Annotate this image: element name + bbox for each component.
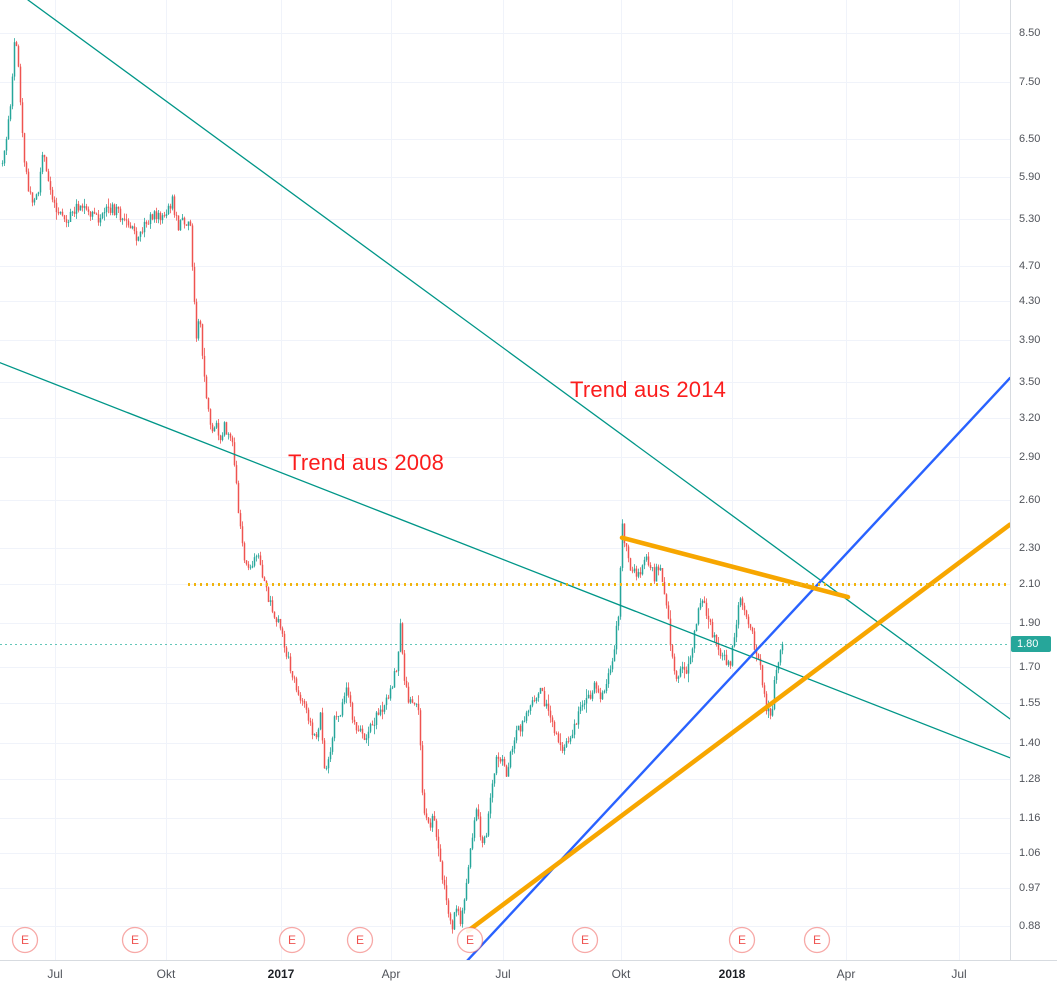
earnings-marker-label: E <box>131 933 139 947</box>
earnings-marker[interactable]: E <box>278 926 306 954</box>
price-tick-label: 2.10 <box>1019 577 1041 590</box>
trendline-2008[interactable] <box>0 362 1010 759</box>
earnings-marker-label: E <box>813 933 821 947</box>
time-tick-label: Apr <box>381 967 401 981</box>
price-tick-label: 7.50 <box>1019 76 1041 89</box>
time-tick-label: Jul <box>951 967 967 981</box>
earnings-marker-label: E <box>466 933 474 947</box>
price-tick-label: 1.40 <box>1019 737 1041 750</box>
grid-layer <box>0 0 1010 960</box>
time-tick-label: Jul <box>47 967 63 981</box>
uptrend-blue[interactable] <box>443 376 1010 960</box>
earnings-marker-label: E <box>581 933 589 947</box>
earnings-marker-label: E <box>288 933 296 947</box>
price-tick-label: 2.60 <box>1019 493 1041 506</box>
price-tick-label: 6.50 <box>1019 132 1041 145</box>
earnings-marker[interactable]: E <box>571 926 599 954</box>
price-tick-label: 8.50 <box>1019 26 1041 39</box>
price-tick-label: 3.20 <box>1019 411 1041 424</box>
uptrend-yellow[interactable] <box>465 522 1010 934</box>
price-tick-label: 1.55 <box>1019 697 1041 710</box>
time-tick-label: Okt <box>611 967 631 981</box>
price-tick-label: 0.97 <box>1019 882 1041 894</box>
time-tick-label: Apr <box>836 967 856 981</box>
price-tick-label: 2.30 <box>1019 541 1041 554</box>
price-tick-label: 5.90 <box>1019 170 1041 183</box>
price-tick-label: 1.06 <box>1019 847 1041 860</box>
price-tick-label: 1.90 <box>1019 617 1041 630</box>
candles-layer <box>1 38 784 934</box>
trendline-2014[interactable] <box>27 0 1010 720</box>
price-tick-label: 2.90 <box>1019 450 1041 463</box>
price-tick-label: 4.70 <box>1019 260 1041 273</box>
earnings-marker[interactable]: E <box>11 926 39 954</box>
earnings-marker[interactable]: E <box>346 926 374 954</box>
plot-area[interactable]: E E E E E E E E Trend aus 2014 Trend aus 2008 <box>0 0 1010 960</box>
time-tick-label: Okt <box>156 967 176 981</box>
price-axis[interactable]: 1.80 8.50 7.50 6.50 5.90 5.30 4.70 4.30 3.90 3.5… <box>1010 0 1057 960</box>
time-tick-label: Jul <box>495 967 511 981</box>
price-tick-label: 3.50 <box>1019 376 1041 389</box>
price-tick-label: 1.16 <box>1019 811 1041 824</box>
time-tick-label: 2018 <box>718 967 746 981</box>
earnings-marker[interactable]: E <box>803 926 831 954</box>
earnings-marker[interactable]: E <box>456 926 484 954</box>
price-tick-label: 3.90 <box>1019 333 1041 346</box>
time-axis[interactable]: Jul Okt 2017 Apr Jul Okt 2018 Apr Jul <box>0 960 1057 987</box>
price-tick-label: 5.30 <box>1019 212 1041 225</box>
price-tick-label: 0.88 <box>1019 920 1041 933</box>
earnings-marker[interactable]: E <box>121 926 149 954</box>
earnings-marker[interactable]: E <box>728 926 756 954</box>
annotation-label[interactable]: Trend aus 2014 <box>570 377 727 402</box>
earnings-marker-label: E <box>21 933 29 947</box>
earnings-marker-label: E <box>356 933 364 947</box>
last-price-badge: 1.80 <box>1011 636 1051 653</box>
downtrend-yellow[interactable] <box>619 535 851 600</box>
price-tick-label: 4.30 <box>1019 295 1041 308</box>
time-tick-label: 2017 <box>267 967 295 981</box>
annotation-label[interactable]: Trend aus 2008 <box>288 450 445 475</box>
price-tick-label: 1.28 <box>1019 772 1041 785</box>
price-tick-label: 1.70 <box>1019 660 1041 673</box>
earnings-marker-label: E <box>738 933 746 947</box>
